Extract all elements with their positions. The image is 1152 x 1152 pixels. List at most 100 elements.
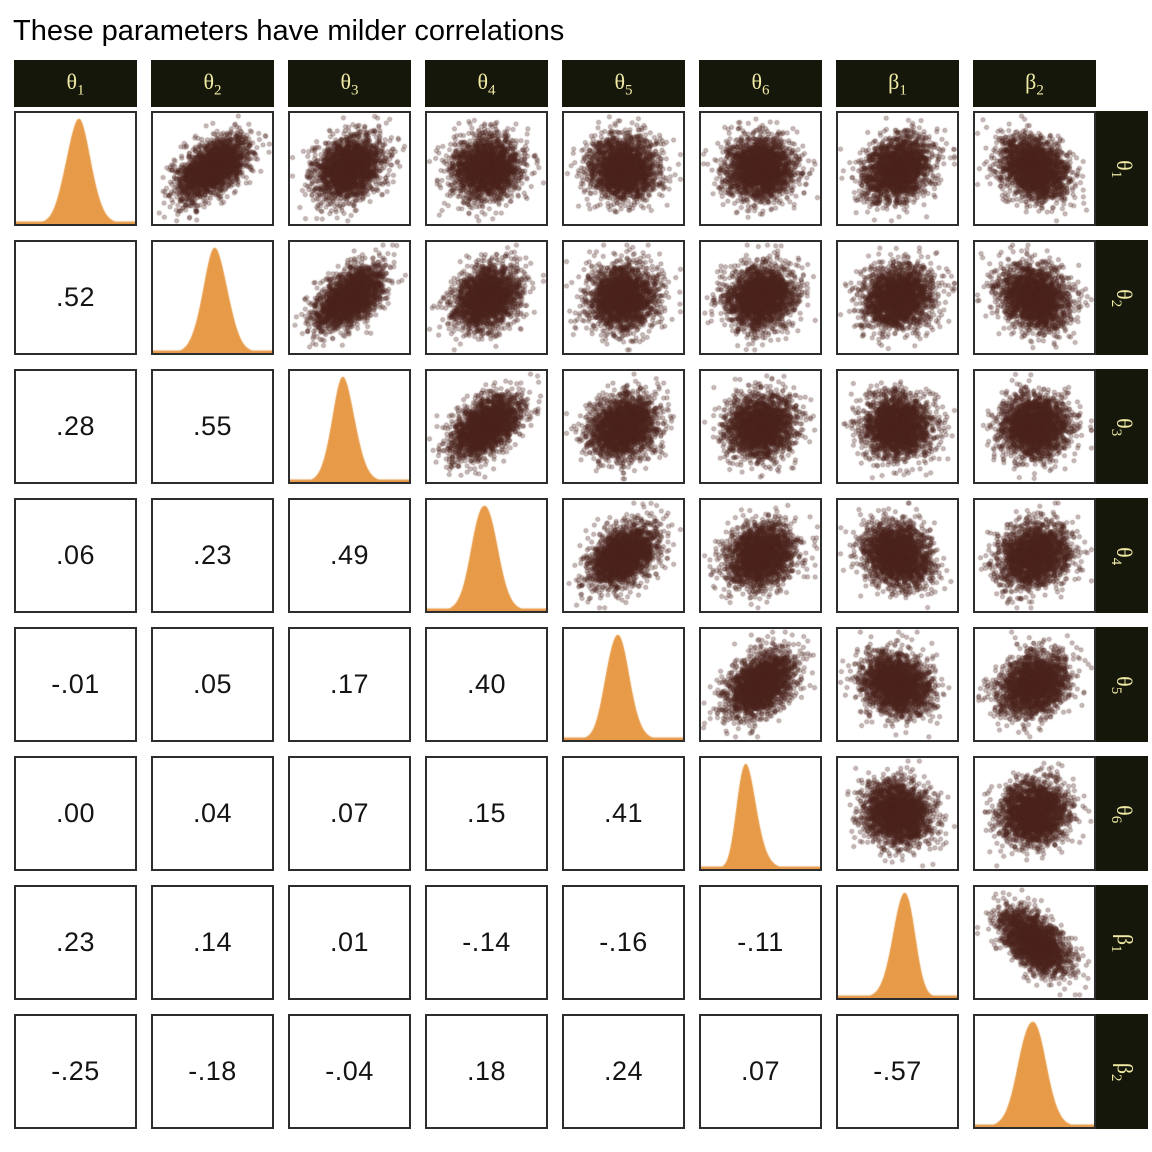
row-label-beta1: β1 (1096, 885, 1148, 1001)
correlation-value: .24 (603, 1056, 644, 1087)
scatter-cell-theta3-theta6 (699, 369, 822, 485)
scatter-cell-theta3-beta2 (973, 369, 1096, 485)
parameter-symbol: θ (1112, 546, 1138, 558)
scatter-cell-theta4-beta1 (836, 498, 959, 614)
column-header-theta5: θ5 (562, 60, 685, 108)
correlation-cell-theta4-theta2: .23 (151, 498, 274, 614)
parameter-label: β1 (888, 69, 907, 99)
parameter-symbol: θ (751, 68, 763, 94)
scatter-cell-theta2-theta3 (288, 240, 411, 356)
correlation-cell-beta1-theta4: -.14 (425, 885, 548, 1001)
row-label-text: θ5 (1107, 676, 1137, 694)
row-label-text: θ1 (1107, 160, 1137, 178)
row-label-text: β2 (1107, 1063, 1137, 1082)
scatter-cell-theta1-beta1 (836, 111, 959, 227)
parameter-label: θ3 (1108, 418, 1137, 436)
correlation-cell-beta1-theta3: .01 (288, 885, 411, 1001)
column-header-theta1: θ1 (14, 60, 137, 108)
parameter-symbol: θ (1112, 159, 1138, 171)
parameter-subscript: 1 (1107, 170, 1124, 178)
correlation-value: -.11 (737, 927, 784, 958)
page-title: These parameters have milder correlation… (13, 15, 565, 47)
scatter-cell-theta6-beta2 (973, 756, 1096, 872)
column-header-theta2: θ2 (151, 60, 274, 108)
parameter-subscript: 1 (77, 82, 85, 99)
correlation-cell-theta5-theta3: .17 (288, 627, 411, 743)
parameter-subscript: 5 (1107, 686, 1124, 694)
correlation-cell-beta2-theta5: .24 (562, 1014, 685, 1130)
row-label-text: θ2 (1107, 289, 1137, 307)
correlation-value: .18 (466, 1056, 507, 1087)
correlation-cell-theta6-theta4: .15 (425, 756, 548, 872)
parameter-symbol: θ (203, 68, 215, 94)
correlation-value: -.01 (51, 669, 100, 700)
parameter-label: θ3 (340, 69, 358, 99)
parameter-subscript: 6 (1107, 815, 1124, 823)
parameter-subscript: 5 (625, 82, 633, 99)
row-label-beta2: β2 (1096, 1014, 1148, 1130)
correlation-cell-beta1-theta2: .14 (151, 885, 274, 1001)
scatter-cell-theta5-beta1 (836, 627, 959, 743)
parameter-subscript: 4 (488, 82, 496, 99)
correlation-cell-theta6-theta5: .41 (562, 756, 685, 872)
parameter-symbol: θ (66, 68, 78, 94)
row-label-text: θ3 (1107, 418, 1137, 436)
correlation-cell-beta2-theta2: -.18 (151, 1014, 274, 1130)
matrix-row-beta2: -.25 -.18 -.04 .18 .24 .07 -.57 β2 (14, 1014, 1152, 1130)
row-label-theta3: θ3 (1096, 369, 1148, 485)
correlation-cell-theta4-theta1: .06 (14, 498, 137, 614)
parameter-symbol: β (1112, 933, 1138, 945)
correlation-value: .07 (740, 1056, 781, 1087)
scatter-cell-theta2-beta1 (836, 240, 959, 356)
parameter-subscript: 4 (1107, 557, 1124, 565)
parameter-label: θ2 (203, 69, 221, 99)
column-header-row: θ1 θ2 θ3 θ4 θ5 θ6 β1 β2 (14, 60, 1152, 108)
correlation-cell-beta2-theta1: -.25 (14, 1014, 137, 1130)
correlation-cell-beta2-theta6: .07 (699, 1014, 822, 1130)
parameter-subscript: 6 (762, 82, 770, 99)
correlation-value: .52 (55, 282, 96, 313)
scatter-cell-theta5-beta2 (973, 627, 1096, 743)
correlation-value: -.25 (51, 1056, 100, 1087)
parameter-label: θ6 (751, 69, 769, 99)
scatter-cell-theta6-beta1 (836, 756, 959, 872)
column-header-beta2: β2 (973, 60, 1096, 108)
parameter-symbol: θ (1112, 675, 1138, 687)
pairs-plot: These parameters have milder correlation… (0, 16, 1152, 1152)
parameter-symbol: θ (1112, 804, 1138, 816)
correlation-cell-beta1-theta5: -.16 (562, 885, 685, 1001)
parameter-subscript: 3 (351, 82, 359, 99)
density-cell-beta2 (973, 1014, 1096, 1130)
row-label-theta2: θ2 (1096, 240, 1148, 356)
parameter-symbol: β (888, 68, 900, 94)
correlation-value: -.18 (188, 1056, 237, 1087)
matrix-row-theta5: -.01 .05 .17 .40 θ5 (14, 627, 1152, 743)
parameter-subscript: 2 (1107, 299, 1124, 307)
density-cell-theta3 (288, 369, 411, 485)
correlation-value: .05 (192, 669, 233, 700)
correlation-cell-theta2-theta1: .52 (14, 240, 137, 356)
row-label-theta6: θ6 (1096, 756, 1148, 872)
matrix-row-theta2: .52 θ2 (14, 240, 1152, 356)
column-header-theta4: θ4 (425, 60, 548, 108)
matrix-row-theta3: .28 .55 θ3 (14, 369, 1152, 485)
row-label-text: β1 (1107, 934, 1137, 953)
parameter-label: β2 (1025, 69, 1044, 99)
correlation-value: .23 (192, 540, 233, 571)
density-cell-beta1 (836, 885, 959, 1001)
correlation-cell-theta5-theta4: .40 (425, 627, 548, 743)
row-label-text: θ4 (1107, 547, 1137, 565)
parameter-subscript: 2 (1107, 1073, 1124, 1082)
parameter-symbol: θ (1112, 288, 1138, 300)
scatter-cell-theta3-theta5 (562, 369, 685, 485)
column-header-theta3: θ3 (288, 60, 411, 108)
correlation-value: .41 (603, 798, 644, 829)
scatter-cell-theta1-theta5 (562, 111, 685, 227)
row-label-theta4: θ4 (1096, 498, 1148, 614)
scatter-cell-theta2-theta6 (699, 240, 822, 356)
parameter-symbol: θ (340, 68, 352, 94)
correlation-value: -.04 (325, 1056, 374, 1087)
density-cell-theta6 (699, 756, 822, 872)
matrix-grid: θ1 θ2 θ3 θ4 θ5 θ6 β1 β2 θ1.52 θ2.28.55 θ3.06.23.49… (14, 60, 1152, 1130)
correlation-value: -.14 (462, 927, 511, 958)
